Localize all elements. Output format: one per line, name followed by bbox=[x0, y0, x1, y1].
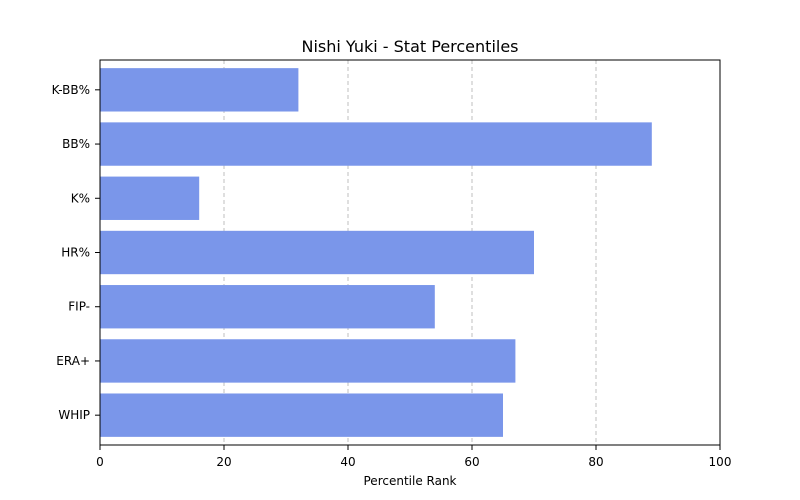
y-tick-label-k-bb: K-BB% bbox=[52, 83, 90, 97]
bar-fip bbox=[100, 285, 435, 329]
bar-k-bb bbox=[100, 68, 299, 112]
bar-k bbox=[100, 176, 200, 220]
y-tick-label-whip: WHIP bbox=[58, 408, 90, 422]
y-tick-label-hr: HR% bbox=[61, 246, 90, 260]
y-tick-label-bb: BB% bbox=[62, 137, 90, 151]
x-tick-label-60: 60 bbox=[464, 455, 479, 469]
y-tick-label-era: ERA+ bbox=[56, 354, 90, 368]
bar-bb bbox=[100, 122, 652, 166]
chart-title: Nishi Yuki - Stat Percentiles bbox=[301, 37, 518, 56]
bar-whip bbox=[100, 393, 503, 437]
x-axis-ticks: 0 20 40 60 80 100 bbox=[96, 445, 731, 469]
x-tick-label-40: 40 bbox=[340, 455, 355, 469]
bar-era bbox=[100, 339, 516, 383]
x-tick-label-0: 0 bbox=[96, 455, 104, 469]
y-tick-label-fip: FIP- bbox=[68, 300, 90, 314]
x-tick-label-80: 80 bbox=[588, 455, 603, 469]
x-tick-label-100: 100 bbox=[709, 455, 732, 469]
y-axis-ticks: K-BB% BB% K% HR% FIP- ERA+ WHIP bbox=[52, 83, 100, 422]
bar-hr bbox=[100, 230, 534, 275]
y-tick-label-k: K% bbox=[71, 191, 90, 205]
x-axis-label: Percentile Rank bbox=[364, 474, 457, 488]
x-tick-label-20: 20 bbox=[216, 455, 231, 469]
bars bbox=[100, 68, 652, 437]
